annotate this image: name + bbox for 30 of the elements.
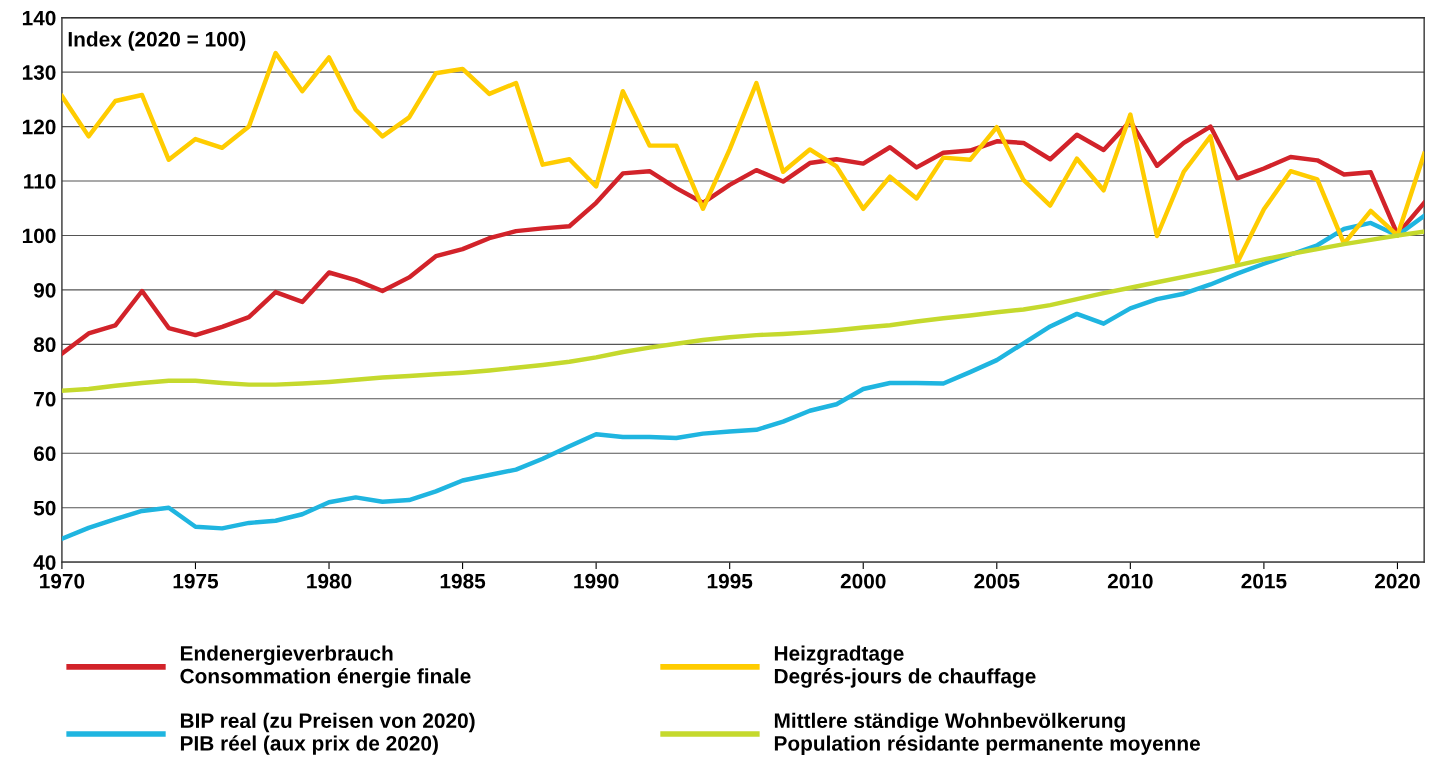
legend-label: Endenergieverbrauch Consommation énergie finale <box>180 645 471 688</box>
line-series <box>61 229 1425 393</box>
y-tick-label: 80 <box>33 337 56 353</box>
x-tick-label: 2005 <box>974 573 1020 589</box>
y-axis-title: Index (2020 = 100) <box>68 31 246 51</box>
x-tick-label: 1985 <box>440 573 486 589</box>
y-tick-label: 40 <box>33 555 56 570</box>
x-tick-label: 1975 <box>173 573 219 589</box>
x-tick-label: 2010 <box>1107 573 1153 589</box>
y-tick-label: 90 <box>33 282 56 298</box>
legend-label: Heizgradtage Degrés-jours de chauffage <box>774 645 1036 688</box>
x-tick-label: 2000 <box>840 573 886 589</box>
y-tick-label: 50 <box>33 500 56 516</box>
y-tick-label: 70 <box>34 391 56 407</box>
y-tick-label: 60 <box>33 446 56 461</box>
x-tick-label: 1970 <box>40 573 85 589</box>
y-tick-label: 140 <box>22 10 56 26</box>
y-tick-label: 110 <box>24 174 56 189</box>
x-tick-label: 1990 <box>574 573 619 589</box>
line-series <box>61 50 1425 265</box>
y-tick-label: 120 <box>22 119 56 135</box>
x-tick-label: 2020 <box>1375 573 1420 589</box>
y-tick-label: 130 <box>22 65 56 80</box>
x-tick-label: 2015 <box>1241 573 1287 589</box>
legend-label: Mittlere ständige Wohnbevölkerung Population résidante permanente moyenne <box>774 712 1200 755</box>
line-series <box>61 213 1425 541</box>
y-tick-label: 100 <box>22 228 56 244</box>
x-tick-label: 1995 <box>707 573 753 589</box>
x-tick-label: 1980 <box>307 573 352 589</box>
legend-label: BIP real (zu Preisen von 2020) PIB réel (aux prix de 2020) <box>180 712 475 755</box>
